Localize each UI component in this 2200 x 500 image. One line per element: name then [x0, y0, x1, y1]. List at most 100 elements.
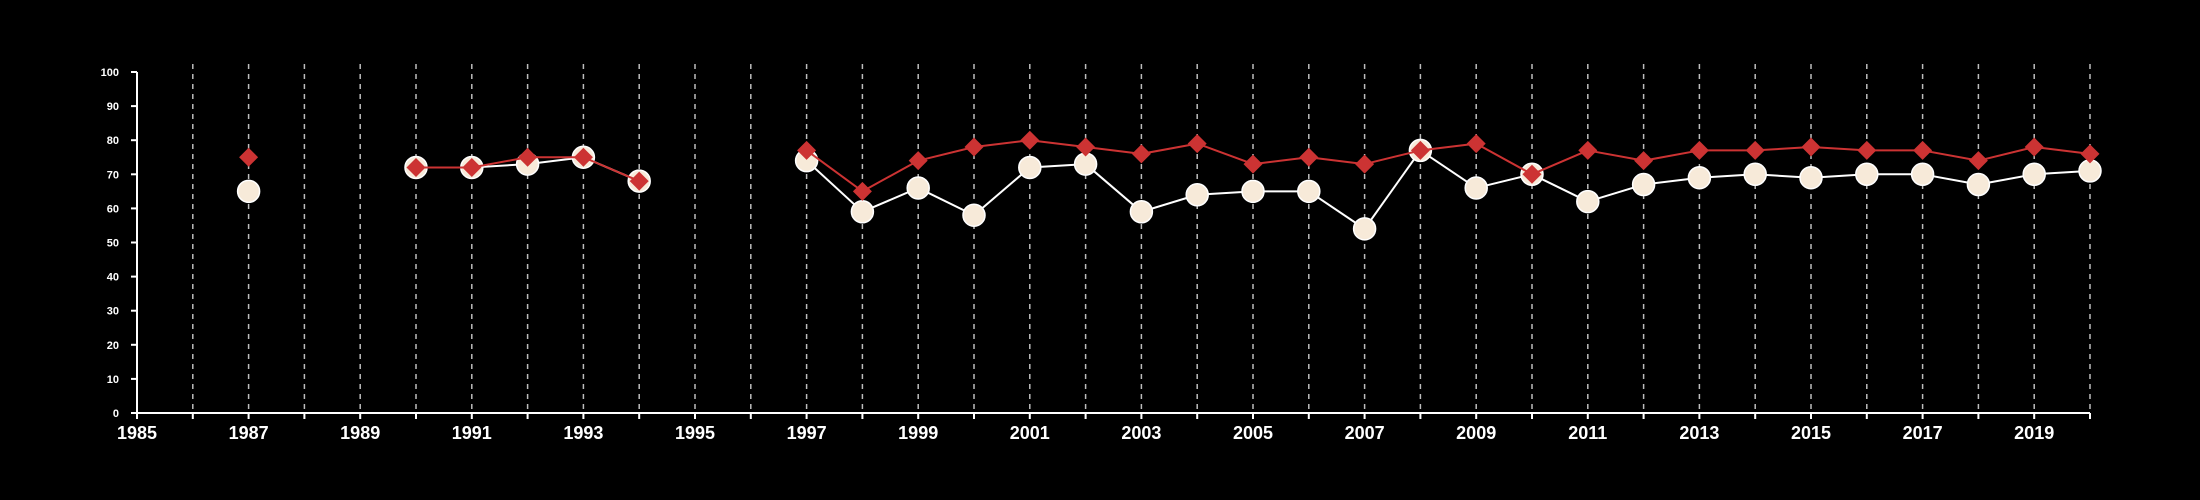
diamond-point-2020 — [2080, 144, 2100, 164]
circle-point-2005 — [1241, 179, 1265, 204]
diamond-point-2017 — [1913, 140, 1933, 160]
circle-point-2019 — [2022, 162, 2046, 187]
diamond-point-2008 — [1410, 140, 1430, 160]
diamond-point-2015 — [1801, 137, 1821, 157]
y-tick-label-40: 40 — [107, 272, 119, 284]
series-diamond-segment-2018 — [1922, 149, 1979, 162]
series-diamond-segment-2009 — [1420, 142, 1477, 152]
x-tick-label-1987: 1987 — [229, 423, 269, 443]
axes: 1985 1987 1989 1991 1993 1995 1997 1999 2001 2003… — [101, 67, 2091, 443]
circle-point-2000 — [962, 203, 986, 227]
circle-point-2016 — [1855, 162, 1879, 187]
series-diamond-segment-1999 — [861, 159, 919, 193]
y-tick-label-50: 50 — [107, 238, 119, 250]
diamond-point-2012 — [1634, 151, 1654, 171]
series-circle — [236, 138, 2102, 241]
circle-point-2017 — [1910, 162, 1935, 187]
series-circle-segment-2001 — [973, 166, 1031, 216]
diamond-point-2005 — [1243, 154, 1263, 174]
series-diamond-segment-2019 — [1978, 146, 2035, 162]
diamond-point-1991 — [462, 157, 482, 177]
x-tick-label-1995: 1995 — [675, 423, 715, 443]
circle-point-2013 — [1687, 165, 1712, 190]
series-diamond-segment-2012 — [1587, 149, 1644, 162]
diamond-point-1998 — [852, 181, 872, 201]
diamond-point-2018 — [1968, 151, 1988, 171]
series-diamond-segment-1992 — [471, 156, 528, 169]
x-tick-label-2007: 2007 — [1345, 423, 1385, 443]
series-diamond-segment-2002 — [1029, 139, 1086, 149]
diamond-point-2000 — [964, 137, 984, 157]
diamond-point-1990 — [406, 157, 426, 177]
series-diamond-segment-2008 — [1364, 149, 1421, 166]
y-tick-label-90: 90 — [107, 101, 119, 113]
x-tick-label-2005: 2005 — [1233, 423, 1273, 443]
diamond-point-2007 — [1355, 154, 1375, 174]
diamond-point-2011 — [1578, 140, 1598, 160]
circle-point-2011 — [1576, 189, 1600, 214]
x-tick-label-2019: 2019 — [2014, 423, 2054, 443]
circle-point-2001 — [1018, 155, 1042, 180]
diamond-point-1997 — [797, 140, 817, 160]
series-circle-segment-2008 — [1363, 149, 1422, 230]
x-tick-label-1993: 1993 — [563, 423, 603, 443]
y-tick-label-20: 20 — [107, 340, 119, 352]
y-tick-label-10: 10 — [107, 374, 119, 386]
series-circle-segment-1998 — [805, 159, 864, 213]
diamond-point-1999 — [908, 151, 928, 171]
series-diamond-segment-2011 — [1531, 149, 1589, 176]
diamond-point-2006 — [1299, 147, 1319, 167]
y-tick-label-100: 100 — [101, 67, 119, 79]
series-diamond-segment-2006 — [1252, 156, 1309, 166]
series-diamond-segment-1994 — [583, 156, 640, 183]
circle-point-2004 — [1185, 183, 1209, 207]
x-tick-label-2001: 2001 — [1010, 423, 1050, 443]
x-tick-label-1997: 1997 — [787, 423, 827, 443]
series-diamond-segment-2020 — [2034, 146, 2091, 155]
y-tick-label-0: 0 — [113, 408, 119, 420]
diamond-point-1994 — [629, 171, 649, 191]
diamond-point-2003 — [1131, 144, 1151, 164]
series-circle-segment-2003 — [1084, 163, 1143, 213]
x-tick-label-1999: 1999 — [898, 423, 938, 443]
x-tick-label-1991: 1991 — [452, 423, 492, 443]
series-diamond-segment-1998 — [806, 149, 863, 193]
diamond-point-2019 — [2024, 137, 2044, 157]
diamond-point-1987 — [239, 147, 259, 167]
series-diamond-segment-2013 — [1643, 149, 1700, 162]
diamond-point-2013 — [1689, 140, 1709, 160]
circle-point-1998 — [850, 200, 875, 224]
y-tick-label-80: 80 — [107, 135, 119, 147]
circle-point-2003 — [1129, 200, 1154, 224]
x-tick-label-1989: 1989 — [340, 423, 380, 443]
series-diamond-segment-2015 — [1755, 146, 1812, 152]
circle-point-1999 — [906, 176, 930, 200]
x-tick-label-2003: 2003 — [1121, 423, 1161, 443]
series-diamond-segment-2010 — [1475, 142, 1533, 176]
circle-point-2009 — [1464, 176, 1488, 200]
diamond-point-2009 — [1466, 134, 1486, 154]
circle-point-2015 — [1799, 165, 1823, 190]
diamond-point-1993 — [573, 147, 593, 167]
circle-point-2012 — [1631, 172, 1656, 197]
diamond-point-1992 — [518, 147, 538, 167]
diamond-point-2004 — [1187, 134, 1207, 154]
series-layer — [236, 130, 2102, 241]
x-tick-label-2011: 2011 — [1568, 423, 1607, 443]
x-tick-label-1985: 1985 — [117, 423, 157, 443]
x-tick-label-2015: 2015 — [1791, 423, 1831, 443]
series-diamond-segment-2001 — [973, 139, 1030, 149]
circle-point-2006 — [1297, 179, 1321, 204]
diamond-point-2001 — [1020, 130, 1040, 150]
diamond-point-2014 — [1745, 140, 1765, 160]
x-tick-label-2017: 2017 — [1903, 423, 1943, 443]
circle-point-2007 — [1352, 217, 1377, 241]
x-tick-label-2013: 2013 — [1679, 423, 1719, 443]
x-tick-label-2009: 2009 — [1456, 423, 1496, 443]
series-diamond-segment-2004 — [1141, 142, 1198, 155]
circle-point-2014 — [1743, 162, 1767, 187]
series-diamond-segment-2000 — [917, 146, 975, 162]
series-diamond-segment-2005 — [1196, 142, 1254, 166]
series-diamond — [239, 130, 2100, 201]
